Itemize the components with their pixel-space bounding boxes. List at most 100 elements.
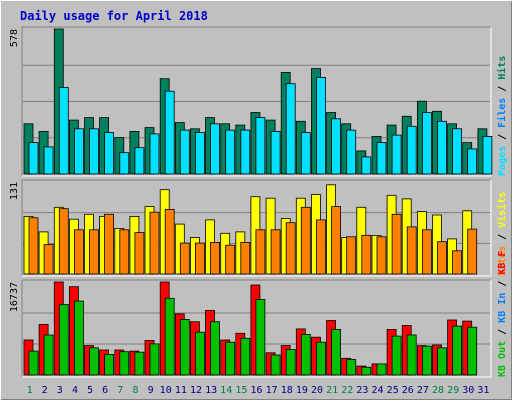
bar-sites-day-5: [89, 229, 99, 275]
legend-separator: /: [497, 80, 508, 98]
bar-kb-out-day-10: [164, 297, 175, 376]
bar-sites-day-23: [361, 234, 372, 275]
x-tick-label: 22: [341, 385, 353, 396]
bar-pages-day-16: [255, 117, 266, 175]
x-tick-label: 10: [160, 385, 172, 396]
bar-kb-out-day-29: [452, 325, 463, 376]
bar-pages-day-6: [104, 132, 114, 175]
panel-kbytes: 16737 KB Out / KB In / KB F: [9, 251, 508, 378]
x-tick-label: 27: [417, 385, 429, 396]
bar-sites-day-19: [300, 206, 311, 275]
bar-sites-day-25: [391, 213, 402, 275]
legend-hits: Hits: [496, 56, 508, 80]
bar-kb-out-day-1: [28, 350, 39, 376]
panel-legend: Sites / Visits: [496, 192, 508, 276]
bar-pages-day-9: [149, 133, 160, 175]
x-tick-label: 5: [87, 385, 93, 396]
bar-kb-out-day-27: [421, 345, 432, 376]
x-tick-label: 17: [266, 385, 278, 396]
bar-pages-day-28: [437, 120, 447, 175]
bar-sites-day-16: [255, 229, 266, 275]
x-tick-label: 29: [447, 385, 459, 396]
x-tick-label: 12: [190, 385, 202, 396]
panel-border-shadow: [21, 279, 491, 377]
x-tick-label: 18: [281, 385, 293, 396]
x-tick-label: 20: [311, 385, 323, 396]
bar-pages-day-12: [194, 132, 205, 175]
panels: 578 Pages / Files / Hits 131 Sites / Visits…: [9, 26, 508, 378]
bar-sites-day-15: [240, 241, 251, 275]
bar-sites-day-20: [316, 219, 326, 275]
bar-sites-day-18: [285, 222, 296, 275]
bar-sites-day-26: [406, 226, 417, 275]
x-tick-label: 6: [102, 385, 108, 396]
chart-title: Daily usage for April 2018: [20, 9, 208, 23]
bar-sites-day-14: [225, 244, 236, 275]
bar-kb-out-day-12: [194, 331, 205, 376]
bar-sites-day-9: [149, 211, 160, 275]
bar-pages-day-7: [119, 152, 130, 175]
bar-pages-day-19: [300, 132, 311, 175]
bar-kb-out-day-5: [89, 347, 99, 376]
bar-pages-day-1: [28, 142, 39, 175]
bar-kb-out-day-13: [210, 321, 220, 376]
legend-separator: /: [497, 228, 508, 246]
bar-sites-day-17: [270, 229, 281, 275]
x-tick-label: 28: [432, 385, 444, 396]
bar-pages-day-13: [210, 123, 220, 175]
bar-kb-out-day-7: [119, 351, 130, 376]
bar-pages-day-14: [225, 129, 236, 175]
bar-pages-day-2: [43, 146, 54, 175]
x-tick-label: 1: [27, 385, 33, 396]
panel-border-shadow: [21, 26, 491, 176]
bar-pages-day-18: [285, 83, 296, 175]
bar-sites-day-29: [452, 250, 463, 275]
x-tick-label: 26: [402, 385, 414, 396]
panel-max-label: 16737: [9, 282, 20, 312]
x-axis-day-labels: 1 2 3 4 5 6 7 8 9 10 11 12 13 14 15 16 17 18 19 20 21 22 23 24 2…: [27, 385, 490, 396]
bar-pages-day-27: [421, 112, 432, 175]
bar-pages-day-21: [331, 118, 342, 175]
bar-kb-out-day-23: [361, 366, 372, 376]
bar-kb-out-day-22: [346, 358, 357, 376]
legend-separator: /: [497, 275, 508, 293]
bar-kb-out-day-26: [406, 334, 417, 376]
legend-visits: Visits: [496, 192, 508, 228]
bar-kb-out-day-4: [74, 300, 84, 376]
x-tick-label: 16: [250, 385, 262, 396]
bar-kb-out-day-16: [255, 298, 266, 376]
bar-kb-out-day-6: [104, 353, 114, 376]
bar-kb-out-day-3: [58, 303, 69, 376]
bar-kb-out-day-2: [43, 334, 54, 376]
bar-kb-out-day-20: [316, 341, 326, 376]
bar-kb-out-day-15: [240, 337, 251, 376]
bar-sites-day-28: [437, 241, 447, 275]
bar-sites-day-3: [58, 208, 69, 275]
bar-pages-day-17: [270, 130, 281, 175]
bar-kb-out-day-11: [179, 318, 190, 376]
bar-pages-day-23: [361, 156, 372, 175]
legend-sites: Sites: [496, 246, 508, 276]
bar-sites-day-21: [331, 206, 342, 275]
panel-border-shadow: [21, 179, 491, 276]
panel-legend: KB Out / KB In / KB F: [497, 251, 508, 377]
x-tick-label: 4: [72, 385, 78, 396]
panel-max-label: 578: [9, 29, 20, 47]
bar-sites-day-2: [43, 244, 54, 275]
panel-visits_sites: 131 Sites / Visits: [9, 179, 508, 277]
x-tick-label: 15: [235, 385, 247, 396]
panel-hits_pages: 578 Pages / Files / Hits: [9, 26, 508, 177]
bar-pages-day-24: [376, 142, 387, 175]
bar-kb-out-day-17: [270, 354, 281, 376]
bar-pages-day-10: [164, 90, 175, 175]
bar-sites-day-30: [467, 228, 478, 275]
x-tick-label: 2: [42, 385, 48, 396]
x-tick-label: 24: [371, 385, 383, 396]
bar-pages-day-22: [346, 129, 357, 175]
bar-pages-day-8: [134, 147, 145, 175]
legend-pages: Pages: [497, 146, 508, 176]
x-tick-label: 3: [57, 385, 63, 396]
bar-pages-day-31: [482, 135, 493, 175]
